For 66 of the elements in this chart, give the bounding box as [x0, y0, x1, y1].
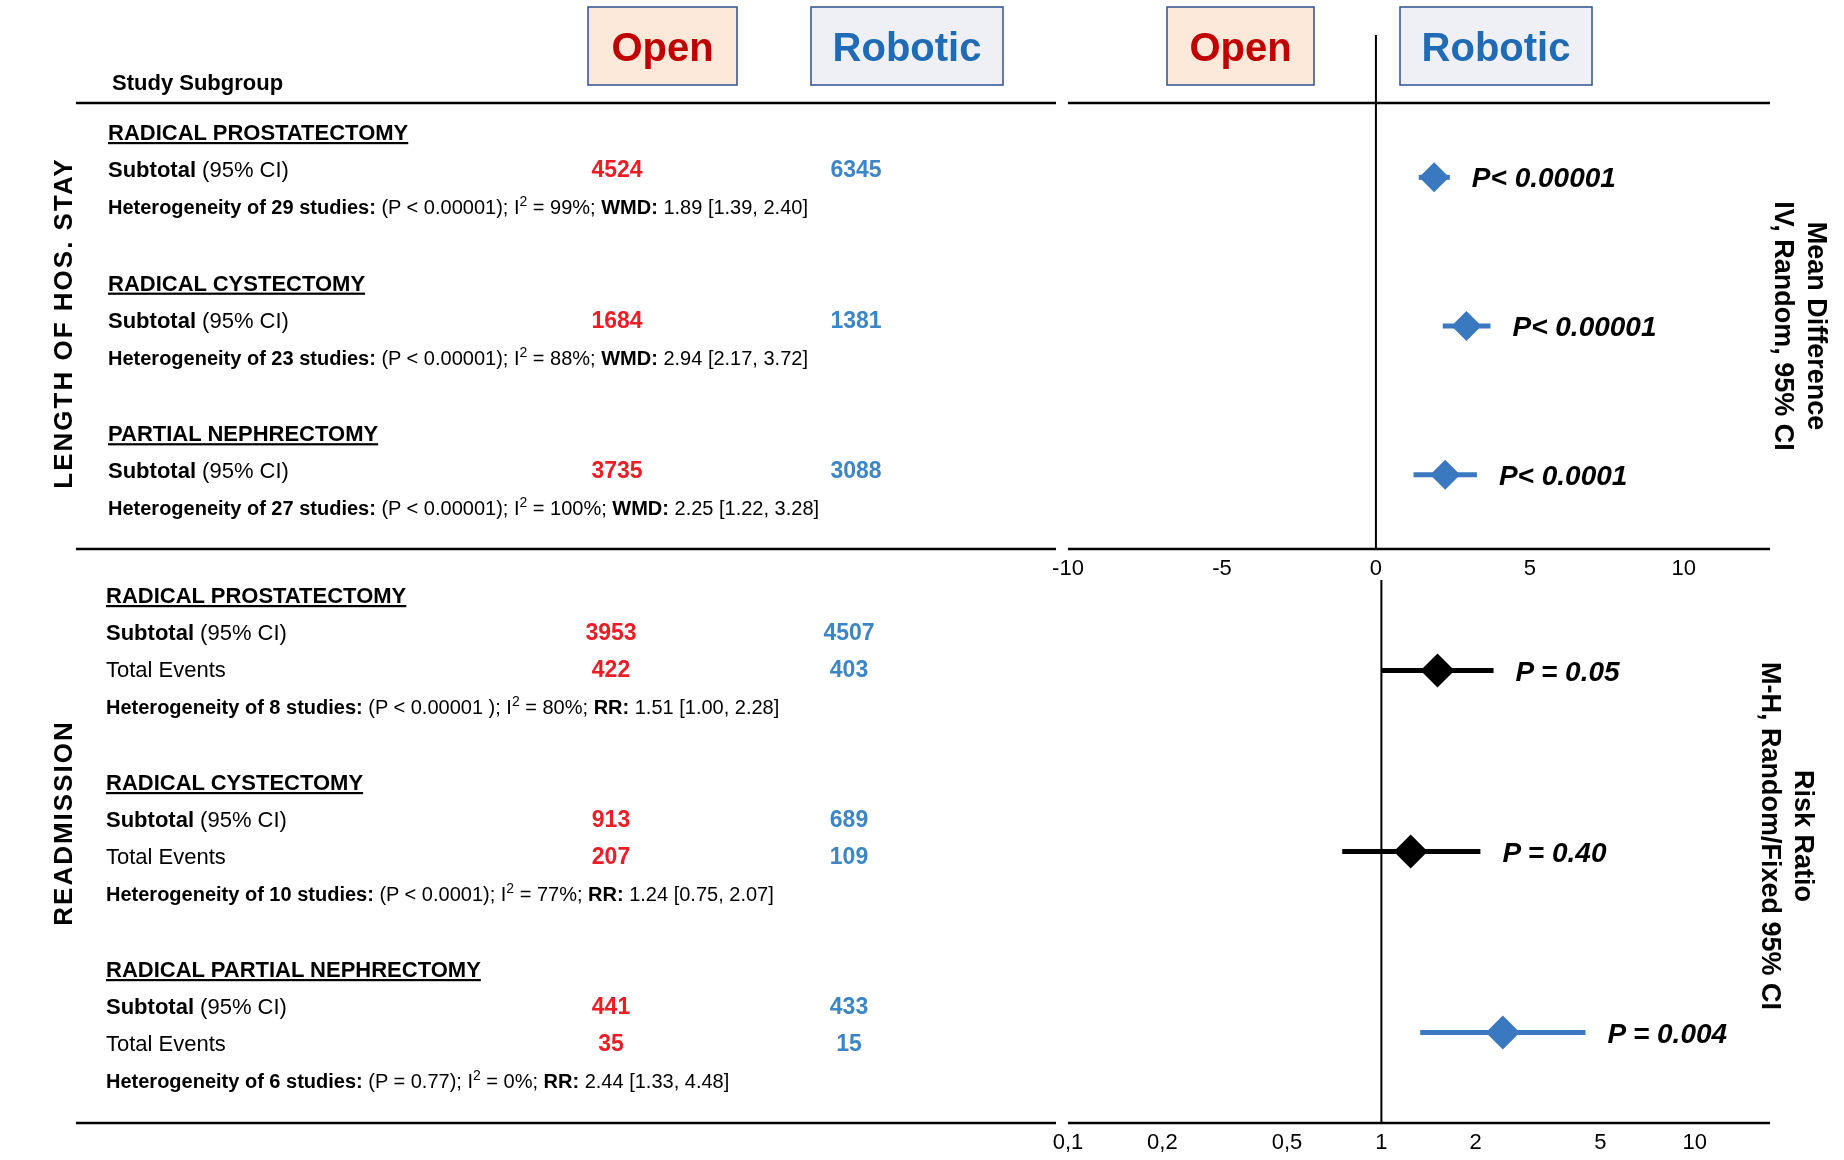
- text: Heterogeneity of 27 studies: (P < 0.00001); I$^{2}$ = 100%; WMD: 2.25 [1.22, 3.28]: [108, 494, 820, 520]
- text: Total Events: [106, 844, 226, 869]
- x-tick-label: 10: [1682, 1129, 1708, 1154]
- x-tick-label: 0,5: [1271, 1129, 1303, 1154]
- x-tick-label: 2: [1469, 1129, 1482, 1154]
- annotation: P< 0.0001: [1498, 459, 1628, 491]
- text: Heterogeneity of 29 studies: (P < 0.00001); I$^{2}$ = 99%; WMD: 1.89 [1.39, 2.40]: [108, 193, 808, 218]
- text: RADICAL CYSTECTOMY: [106, 770, 364, 795]
- text: RADICAL PROSTATECTOMY: [106, 583, 407, 608]
- text: Subtotal (95% CI): [106, 620, 287, 645]
- text: Subtotal (95% CI): [108, 307, 289, 333]
- text: Heterogeneity of 10 studies: (P < 0.0001); I$^{2}$ = 77%; RR: 1.24 [0.75, 2.07]: [106, 880, 774, 905]
- text: 3953: [585, 619, 637, 645]
- text: Heterogeneity of 8 studies: (P < 0.00001 ); I$^{2}$ = 80%; RR: 1.51 [1.00, 2.28]: [106, 693, 780, 718]
- text: Total Events: [106, 657, 226, 682]
- text: Subtotal (95% CI): [108, 458, 289, 484]
- text: Subtotal (95% CI): [106, 994, 287, 1019]
- text: Open: [611, 25, 714, 69]
- text: 433: [829, 993, 869, 1019]
- text: 1381: [830, 306, 882, 333]
- x-tick-label: 0: [1369, 555, 1383, 580]
- x-tick-label: 5: [1523, 555, 1537, 580]
- annotation: P< 0.00001: [1471, 162, 1616, 194]
- text: 441: [591, 993, 631, 1019]
- text: LENGTH OF HOS. STAY: [48, 157, 78, 489]
- text: Total Events: [106, 1031, 226, 1056]
- text: Study Subgroup: [112, 70, 284, 95]
- text: Subtotal (95% CI): [106, 807, 287, 832]
- x-tick-label: -5: [1212, 555, 1232, 580]
- text: 6345: [830, 156, 882, 182]
- text: READMISSION: [48, 720, 78, 926]
- text: 35: [598, 1030, 624, 1056]
- text: 3088: [830, 457, 882, 484]
- text: 913: [591, 806, 631, 832]
- x-tick-label: 0,2: [1147, 1129, 1178, 1154]
- x-tick-label: 0,1: [1052, 1129, 1084, 1154]
- text: 3735: [591, 457, 643, 484]
- text: 4524: [591, 156, 643, 182]
- text: Heterogeneity of 6 studies: (P = 0.77); I$^{2}$ = 0%; RR: 2.44 [1.33, 4.48]: [106, 1067, 730, 1092]
- text: 422: [591, 656, 631, 682]
- text: 4507: [823, 619, 875, 645]
- text: Heterogeneity of 23 studies: (P < 0.00001); I$^{2}$ = 88%; WMD: 2.94 [2.17, 3.72]: [108, 343, 808, 369]
- text: Open: [1189, 25, 1292, 69]
- text: 207: [591, 843, 631, 869]
- text: Robotic: [1421, 25, 1571, 69]
- annotation: P = 0.40: [1502, 836, 1607, 868]
- x-tick-label: 10: [1671, 555, 1697, 580]
- text: RADICAL PROSTATECTOMY: [108, 120, 409, 145]
- x-tick-label: 1: [1375, 1129, 1388, 1154]
- text: 689: [829, 806, 869, 832]
- annotation: Risk Ratio M-H, Random/Fixed 95% CI: [1756, 661, 1819, 1011]
- annotation: Mean Difference IV, Random, 95% CI: [1769, 201, 1832, 451]
- text: 403: [829, 656, 869, 682]
- text: RADICAL CYSTECTOMY: [108, 270, 366, 296]
- text: 1684: [591, 306, 643, 333]
- x-tick-label: -10: [1052, 555, 1084, 580]
- text: RADICAL PARTIAL NEPHRECTOMY: [106, 957, 482, 982]
- annotation: P< 0.00001: [1512, 311, 1657, 342]
- x-tick-label: 5: [1594, 1129, 1607, 1154]
- text: PARTIAL NEPHRECTOMY: [108, 421, 379, 447]
- text: 15: [836, 1030, 862, 1056]
- annotation: P = 0.05: [1515, 655, 1621, 687]
- annotation: P = 0.004: [1607, 1017, 1728, 1049]
- text: Robotic: [832, 25, 982, 69]
- text: 109: [829, 843, 869, 869]
- text: Subtotal (95% CI): [108, 157, 289, 182]
